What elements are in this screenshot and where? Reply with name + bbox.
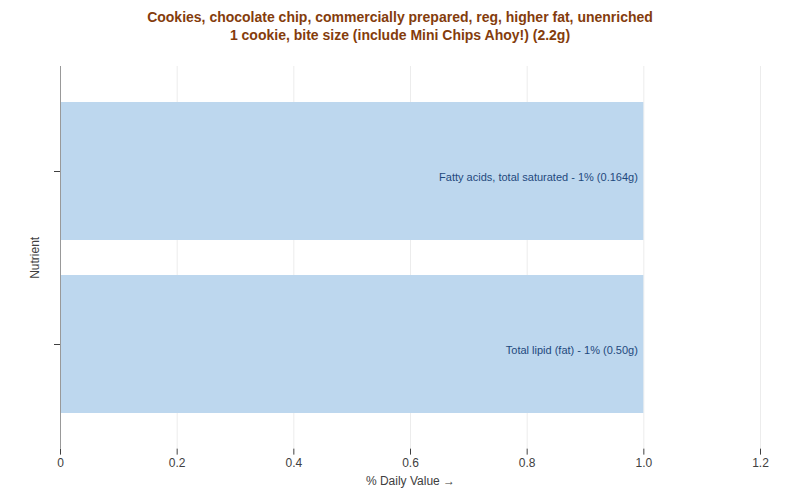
svg-text:0.8: 0.8: [519, 456, 536, 470]
svg-text:0.6: 0.6: [402, 456, 419, 470]
svg-text:Fatty acids, total saturated -: Fatty acids, total saturated - 1% (0.164…: [439, 171, 638, 183]
svg-text:1.0: 1.0: [635, 456, 652, 470]
svg-text:1.2: 1.2: [752, 456, 769, 470]
svg-text:0.4: 0.4: [285, 456, 302, 470]
svg-text:% Daily Value →: % Daily Value →: [366, 475, 455, 489]
svg-text:0.2: 0.2: [169, 456, 186, 470]
svg-text:Total lipid (fat) - 1% (0.50g): Total lipid (fat) - 1% (0.50g): [506, 344, 638, 356]
svg-text:0: 0: [57, 456, 64, 470]
svg-text:Nutrient: Nutrient: [28, 237, 42, 280]
html-text:Cookies, chocolate chip, comme: Cookies, chocolate chip, commercially pr…: [147, 9, 653, 44]
